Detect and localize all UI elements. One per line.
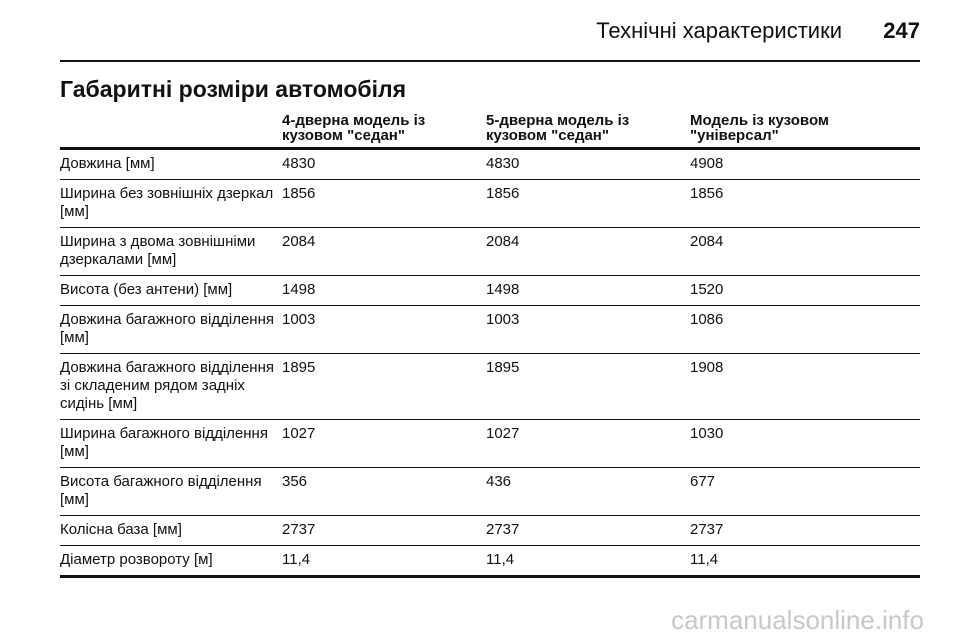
cell-value: 1895 bbox=[282, 353, 486, 420]
row-label: Висота (без антени) [мм] bbox=[60, 275, 282, 306]
cell-value: 1856 bbox=[486, 179, 690, 228]
page-header: Технічні характеристики 247 bbox=[60, 14, 920, 54]
dimensions-table: 4-дверна модель із кузовом "седан" 5-две… bbox=[60, 111, 920, 578]
row-label: Довжина багажного відділення [мм] bbox=[60, 305, 282, 354]
cell-value: 1003 bbox=[282, 305, 486, 354]
column-header-parameter bbox=[60, 111, 282, 150]
row-label: Довжина [мм] bbox=[60, 148, 282, 180]
cell-value: 2084 bbox=[282, 227, 486, 276]
cell-value: 356 bbox=[282, 467, 486, 516]
table-row: Довжина багажного відділення зі складени… bbox=[60, 353, 920, 420]
table-row: Ширина багажного відділення [мм] 1027 10… bbox=[60, 419, 920, 468]
cell-value: 2737 bbox=[282, 515, 486, 546]
cell-value: 11,4 bbox=[282, 545, 486, 578]
table-row: Висота багажного відділення [мм] 356 436… bbox=[60, 467, 920, 516]
cell-value: 2737 bbox=[486, 515, 690, 546]
row-label: Довжина багажного відділення зі складени… bbox=[60, 353, 282, 420]
cell-value: 1908 bbox=[690, 353, 920, 420]
cell-value: 2737 bbox=[690, 515, 920, 546]
row-label: Колісна база [мм] bbox=[60, 515, 282, 546]
cell-value: 11,4 bbox=[486, 545, 690, 578]
cell-value: 1856 bbox=[690, 179, 920, 228]
table-row: Довжина [мм] 4830 4830 4908 bbox=[60, 148, 920, 180]
row-label: Ширина з двома зовнішніми дзеркалами [мм… bbox=[60, 227, 282, 276]
cell-value: 436 bbox=[486, 467, 690, 516]
cell-value: 677 bbox=[690, 467, 920, 516]
cell-value: 1895 bbox=[486, 353, 690, 420]
cell-value: 1498 bbox=[486, 275, 690, 306]
cell-value: 1003 bbox=[486, 305, 690, 354]
table-row: Довжина багажного відділення [мм] 1003 1… bbox=[60, 305, 920, 354]
cell-value: 1498 bbox=[282, 275, 486, 306]
section-title: Габаритні розміри автомобіля bbox=[60, 76, 407, 102]
cell-value: 1520 bbox=[690, 275, 920, 306]
cell-value: 1086 bbox=[690, 305, 920, 354]
watermark: carmanualsonline.info bbox=[671, 605, 924, 635]
column-header-sedan-5-door: 5-дверна модель із кузовом "седан" bbox=[486, 111, 690, 150]
cell-value: 1027 bbox=[282, 419, 486, 468]
row-label: Ширина без зовнішніх дзеркал [мм] bbox=[60, 179, 282, 228]
column-header-wagon: Модель із кузовом "універсал" bbox=[690, 111, 920, 150]
cell-value: 11,4 bbox=[690, 545, 920, 578]
column-header-sedan-4-door: 4-дверна модель із кузовом "седан" bbox=[282, 111, 486, 150]
table-row: Висота (без антени) [мм] 1498 1498 1520 bbox=[60, 275, 920, 306]
cell-value: 4908 bbox=[690, 148, 920, 180]
table-row: Ширина з двома зовнішніми дзеркалами [мм… bbox=[60, 227, 920, 276]
page-number: 247 bbox=[883, 18, 920, 43]
row-label: Ширина багажного відділення [мм] bbox=[60, 419, 282, 468]
cell-value: 4830 bbox=[486, 148, 690, 180]
row-label: Висота багажного відділення [мм] bbox=[60, 467, 282, 516]
table-row: Колісна база [мм] 2737 2737 2737 bbox=[60, 515, 920, 546]
cell-value: 1027 bbox=[486, 419, 690, 468]
header-divider bbox=[60, 60, 920, 62]
cell-value: 2084 bbox=[690, 227, 920, 276]
header-title: Технічні характеристики bbox=[596, 18, 842, 43]
table-header-row: 4-дверна модель із кузовом "седан" 5-две… bbox=[60, 111, 920, 150]
cell-value: 1856 bbox=[282, 179, 486, 228]
cell-value: 2084 bbox=[486, 227, 690, 276]
cell-value: 4830 bbox=[282, 148, 486, 180]
row-label: Діаметр розвороту [м] bbox=[60, 545, 282, 578]
table-row: Ширина без зовнішніх дзеркал [мм] 1856 1… bbox=[60, 179, 920, 228]
cell-value: 1030 bbox=[690, 419, 920, 468]
table-row: Діаметр розвороту [м] 11,4 11,4 11,4 bbox=[60, 545, 920, 578]
